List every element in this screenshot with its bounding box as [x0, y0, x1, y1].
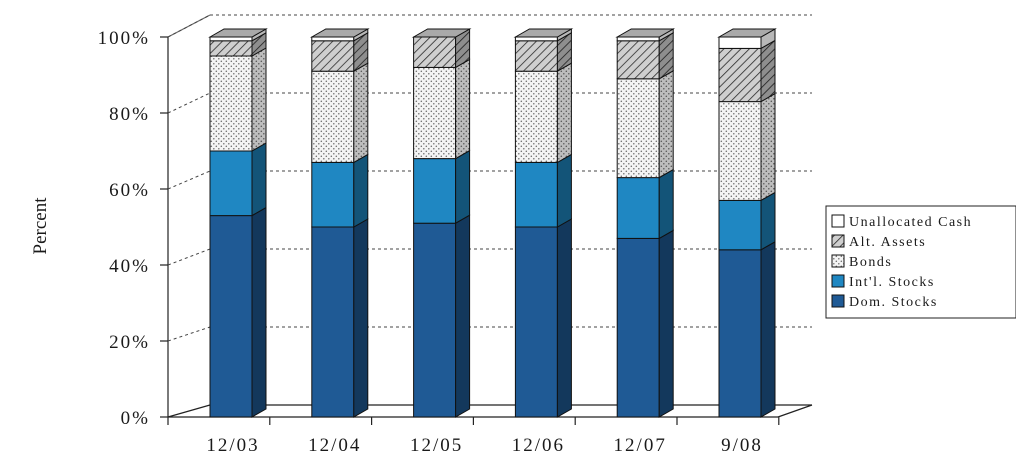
- x-tick-label: 12/05: [410, 435, 463, 456]
- bar-stack: [309, 28, 370, 418]
- bar-segment: [616, 177, 660, 239]
- bar-segment: [209, 36, 253, 42]
- bar-segment: [514, 40, 558, 72]
- legend-swatch: [831, 274, 845, 288]
- gridline-diagonal: [167, 14, 211, 38]
- bar-segment: [616, 36, 660, 42]
- x-tick-label: 12/04: [308, 435, 361, 456]
- bar-segment: [311, 36, 355, 42]
- bar-segment: [209, 150, 253, 217]
- y-tick-label: 40%: [109, 256, 150, 277]
- floor-left-edge: [167, 404, 211, 418]
- bar-segment-side: [353, 62, 369, 164]
- legend-box: [825, 205, 1016, 319]
- y-axis-ticks: 0% 20% 40% 60% 80% 100%: [98, 28, 168, 429]
- bar-segment: [311, 161, 355, 228]
- legend-label: Int'l. Stocks: [849, 275, 935, 290]
- bar-segment-side: [760, 39, 776, 103]
- legend-label: Unallocated Cash: [849, 215, 972, 230]
- bar-segment: [514, 161, 558, 228]
- gridline-diagonal: [167, 248, 211, 266]
- bar-top: [615, 28, 676, 38]
- legend-swatch: [831, 254, 845, 268]
- gridlines: [167, 14, 812, 342]
- bar-top: [411, 28, 472, 38]
- bar-segment-side: [353, 218, 369, 418]
- bar-segment-side: [658, 168, 674, 240]
- bar-segment: [616, 237, 660, 418]
- bars: [208, 28, 777, 418]
- gridline-diagonal: [167, 326, 211, 342]
- gridline-diagonal: [167, 170, 211, 190]
- bar-segment: [413, 66, 457, 160]
- bar-top: [513, 28, 574, 38]
- bar-segment-side: [251, 142, 267, 217]
- bar-segment-side: [658, 69, 674, 179]
- bar-stack: [411, 28, 472, 418]
- bar-stack: [615, 28, 676, 418]
- bar-segment: [413, 158, 457, 224]
- bar-top: [208, 28, 268, 38]
- bar-segment-side: [251, 206, 267, 418]
- bar-segment: [718, 101, 762, 201]
- bar-segment: [209, 55, 253, 152]
- bar-segment: [514, 36, 558, 42]
- x-tick-label: 12/06: [512, 435, 565, 456]
- bar-segment: [718, 36, 762, 49]
- y-tick-label: 0%: [121, 408, 150, 429]
- gridline-diagonal: [167, 92, 211, 114]
- legend-label: Alt. Assets: [849, 235, 926, 250]
- x-axis-labels: 12/03 12/04 12/05 12/06 12/07 9/08: [167, 417, 780, 456]
- bar-segment: [311, 40, 355, 72]
- bar-top: [309, 28, 370, 38]
- legend: Unallocated Cash Alt. Assets Bonds Int'l. S…: [825, 205, 1016, 319]
- bar-segment: [413, 222, 457, 418]
- bar-segment: [311, 226, 355, 418]
- bar-segment: [413, 36, 457, 68]
- bar-segment-side: [658, 229, 674, 418]
- bar-segment-side: [760, 92, 776, 202]
- legend-swatch: [831, 214, 845, 228]
- y-tick-label: 60%: [109, 180, 150, 201]
- bar-segment-side: [251, 47, 267, 152]
- bar-segment-side: [556, 62, 572, 164]
- bar-segment-side: [455, 149, 471, 225]
- x-tick-label: 9/08: [721, 435, 763, 456]
- bar-segment: [514, 226, 558, 418]
- bar-segment-side: [556, 218, 572, 418]
- bar-segment: [718, 249, 762, 418]
- bar-segment-side: [556, 153, 572, 228]
- legend-swatch: [831, 294, 845, 308]
- y-tick-label: 100%: [98, 28, 150, 49]
- x-tick-label: 12/03: [206, 435, 259, 456]
- bar-segment: [616, 40, 660, 80]
- bar-segment-side: [760, 240, 776, 418]
- bar-segment: [718, 47, 762, 103]
- bar-segment: [209, 215, 253, 418]
- legend-label: Dom. Stocks: [849, 295, 938, 310]
- bar-segment: [718, 199, 762, 251]
- bar-segment-side: [455, 58, 471, 160]
- bar-segment-side: [455, 214, 471, 418]
- y-tick-label: 20%: [109, 332, 150, 353]
- bar-stack: [208, 28, 268, 418]
- bar-top: [717, 28, 777, 38]
- bar-stack: [717, 28, 777, 418]
- bar-stack: [513, 28, 574, 418]
- floor-right-edge: [777, 404, 813, 418]
- x-tick-label: 12/07: [614, 435, 667, 456]
- legend-label: Bonds: [849, 255, 892, 270]
- y-axis-title: Percent: [30, 197, 51, 255]
- bar-segment: [616, 78, 660, 179]
- bar-segment-side: [353, 153, 369, 228]
- bar-segment: [311, 70, 355, 163]
- legend-swatch: [831, 234, 845, 248]
- y-tick-label: 80%: [109, 104, 150, 125]
- bar-segment: [514, 70, 558, 163]
- bar-segment-side: [760, 191, 776, 251]
- bar-segment: [209, 40, 253, 57]
